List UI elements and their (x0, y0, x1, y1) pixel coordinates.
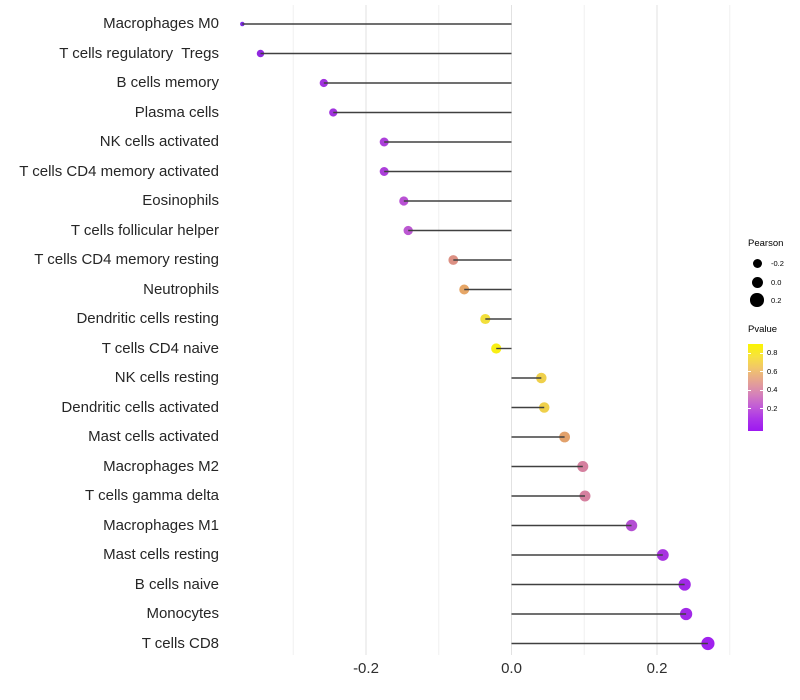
y-axis-label: B cells memory (116, 74, 219, 91)
x-axis-tick-label: 0.0 (501, 660, 522, 677)
colorbar-tick-mark (748, 352, 751, 354)
y-axis-label: Dendritic cells activated (61, 398, 219, 416)
y-axis-label: T cells follicular helper (70, 221, 219, 239)
legend: Pearson -0.2 0.0 0.2 Pvalue 0.8 0.6 0.4 0.2 (744, 238, 800, 458)
x-axis-tick-label: -0.2 (353, 660, 379, 677)
y-axis-label: Plasma cells (134, 103, 219, 121)
colorbar-tick-mark (748, 408, 751, 409)
data-point (459, 284, 470, 295)
y-axis-label: T cells gamma delta (85, 487, 219, 504)
size-legend-dot (752, 258, 762, 268)
y-axis-label: T cells CD4 memory resting (34, 251, 219, 268)
size-legend-dot (751, 276, 763, 288)
y-axis-label: T cells CD8 (141, 634, 219, 652)
y-axis-label: NK cells resting (114, 369, 219, 386)
size-legend-label: 0.0 (771, 277, 782, 287)
colorbar-tick-mark (760, 389, 763, 391)
y-axis-label: T cells CD4 memory activated (19, 162, 219, 180)
colorbar-tick-mark (748, 389, 751, 391)
color-legend-title: Pvalue (748, 324, 778, 335)
data-points (240, 21, 715, 651)
y-axis-label: Mast cells activated (88, 428, 219, 445)
colorbar-tick-mark (748, 371, 751, 372)
colorbar-tick-mark (760, 408, 763, 409)
x-axis-tick-label: 0.2 (646, 660, 668, 677)
size-legend-label: -0.2 (771, 258, 784, 268)
lollipop-stems (242, 23, 708, 645)
data-point (701, 636, 715, 651)
size-legend-entry: -0.2 (748, 254, 784, 272)
y-axis-label: B cells naive (134, 575, 219, 593)
colorbar-tick-label: 0.6 (767, 366, 778, 376)
y-axis-label: Mast cells resting (103, 546, 219, 563)
colorbar-tick-mark (760, 352, 763, 354)
colorbar-tick-label: 0.4 (767, 385, 778, 394)
y-axis-label: Macrophages M2 (103, 457, 219, 475)
colorbar-tick-label: 0.8 (767, 348, 778, 357)
y-axis-label: Neutrophils (143, 280, 219, 298)
y-axis-label: Dendritic cells resting (76, 310, 219, 327)
size-legend-entry: 0.0 (748, 273, 781, 291)
size-legend-label: 0.2 (771, 295, 782, 305)
size-legend-entry: 0.2 (748, 291, 781, 309)
y-axis-label: T cells regulatory Tregs (59, 44, 219, 62)
y-axis-label: Eosinophils (142, 192, 219, 209)
y-axis-label: T cells CD4 naive (101, 339, 219, 357)
colorbar-tick-mark (760, 371, 763, 372)
y-axis-label: Macrophages M1 (103, 516, 219, 534)
y-axis-label: Monocytes (146, 605, 219, 622)
y-axis-label: NK cells activated (99, 133, 219, 150)
colorbar-gradient (748, 344, 763, 431)
colorbar-tick-label: 0.2 (767, 403, 778, 413)
size-legend-dot (750, 293, 764, 307)
y-axis-label: Macrophages M0 (103, 15, 219, 32)
size-legend-title: Pearson (748, 238, 784, 249)
